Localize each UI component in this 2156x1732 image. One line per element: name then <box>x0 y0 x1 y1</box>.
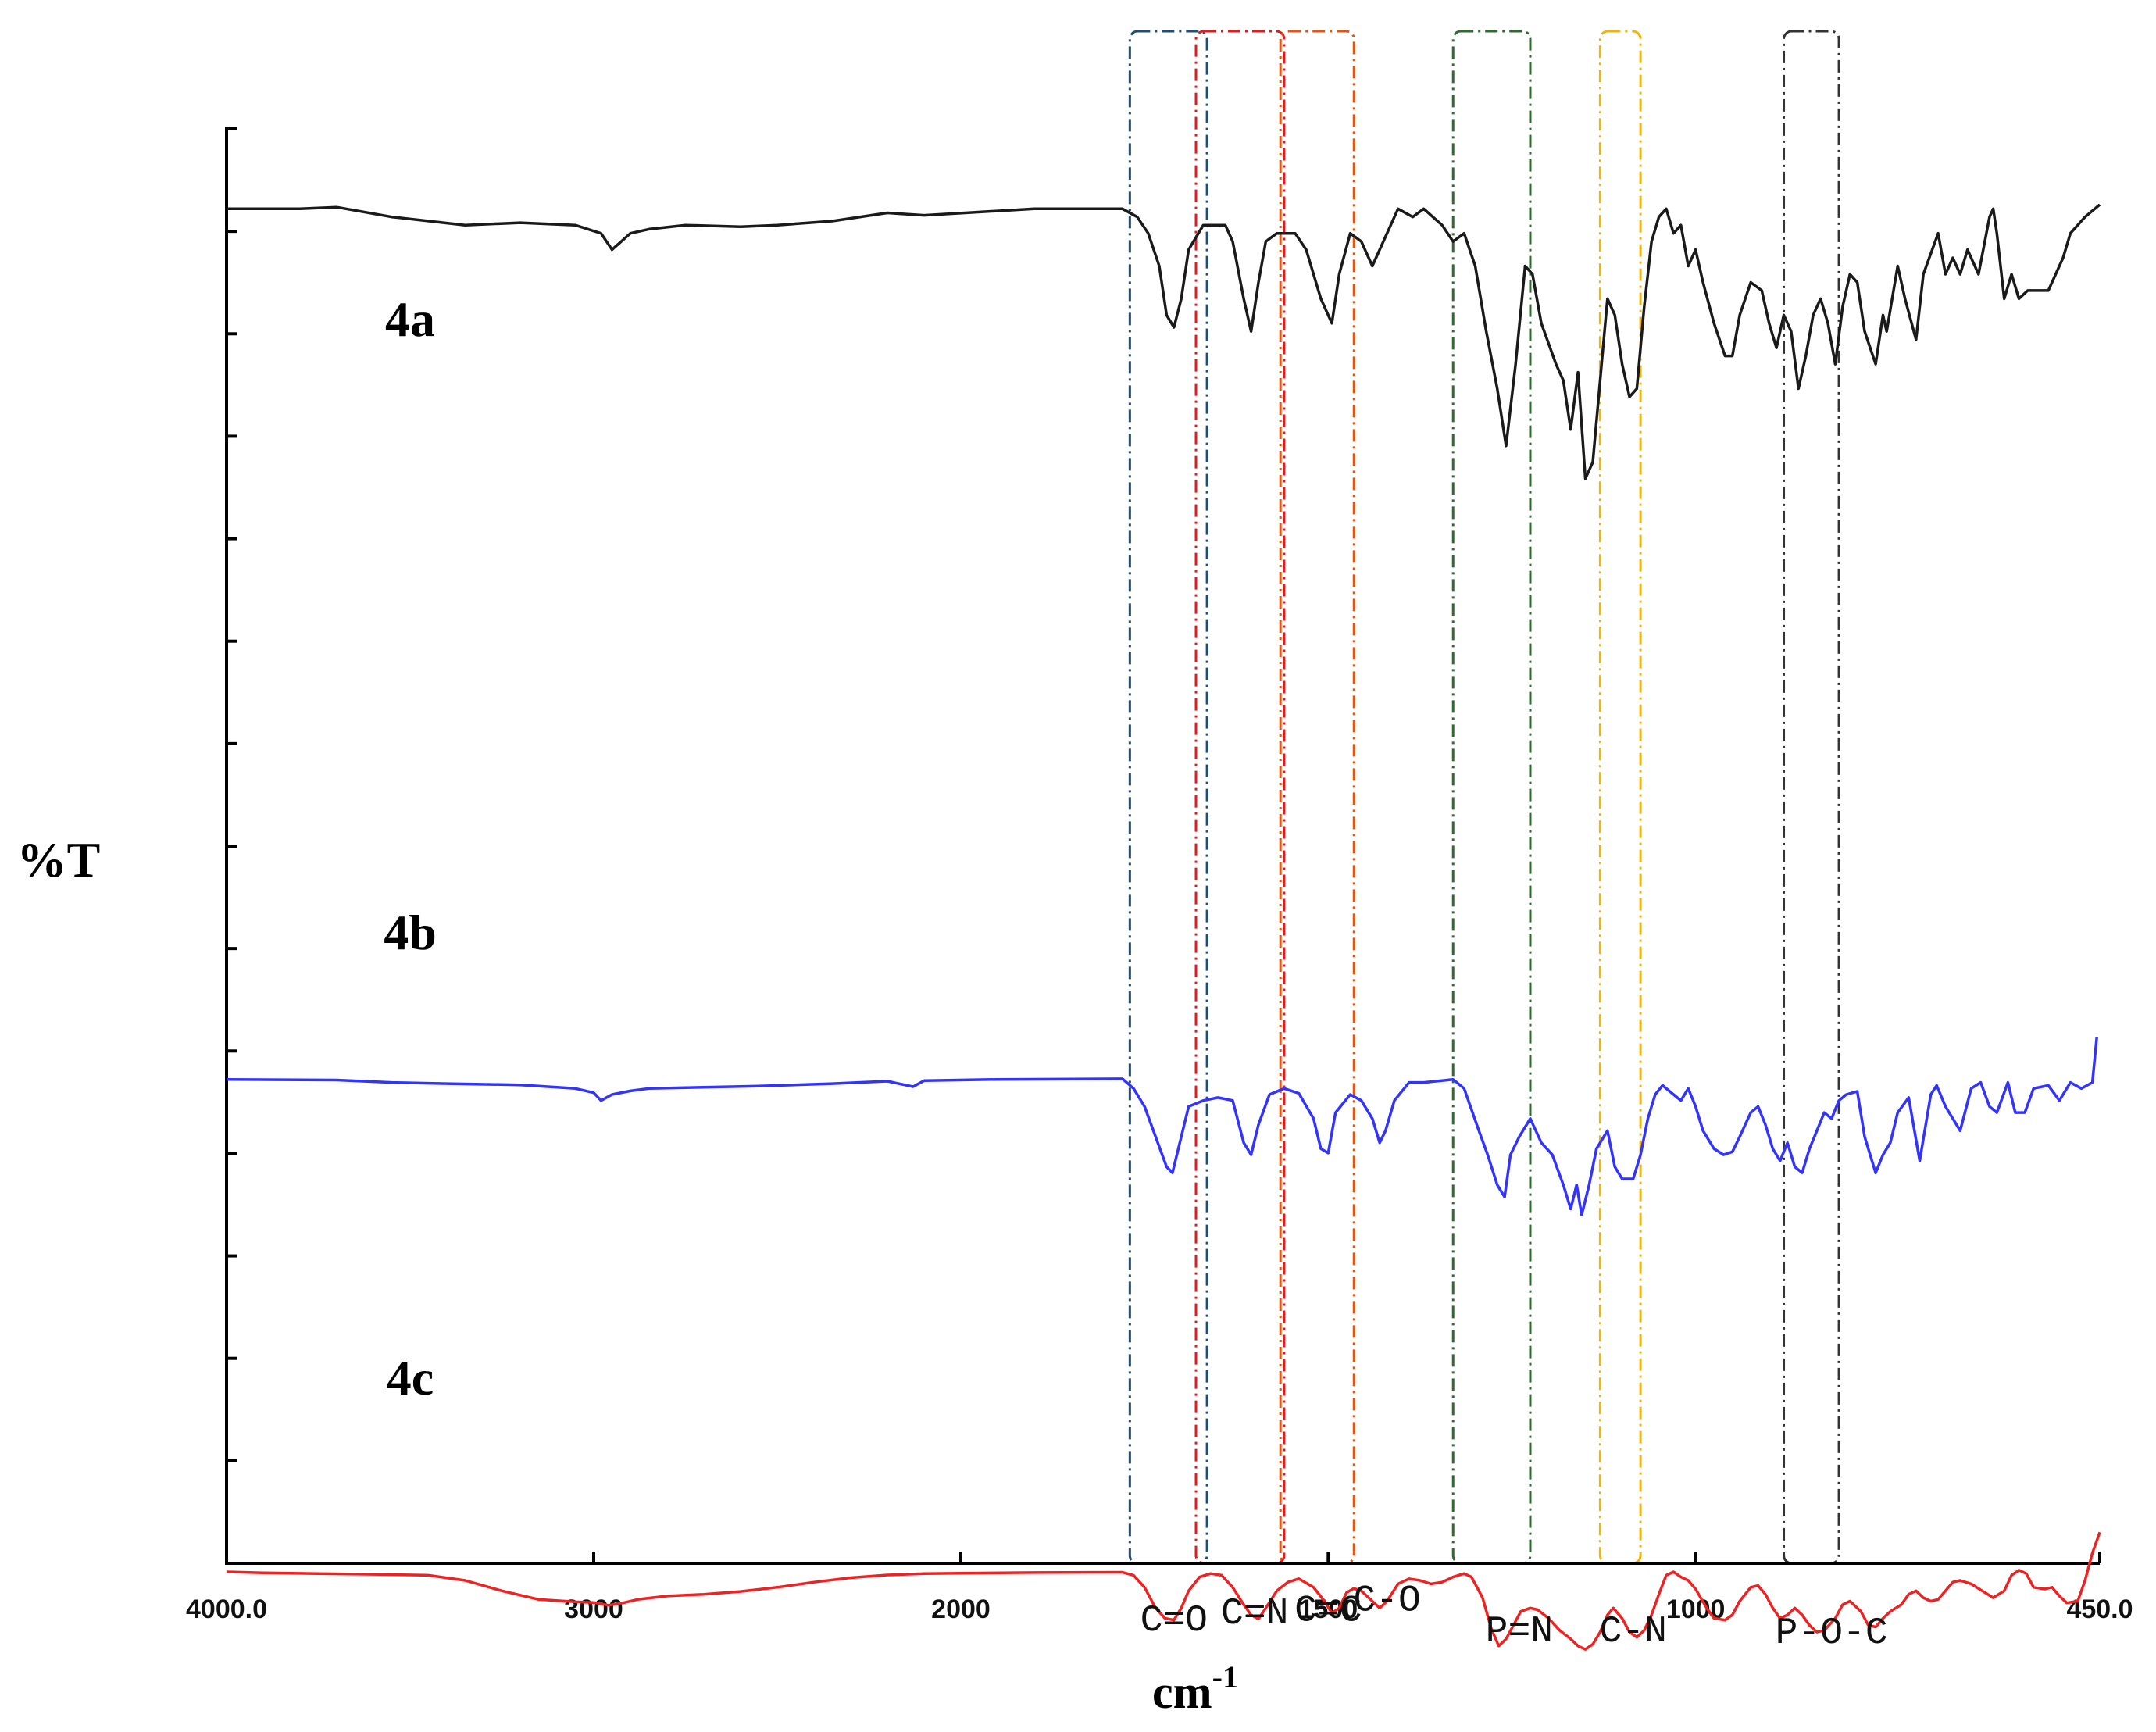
series-4c <box>226 1531 2101 1651</box>
band-label: C=C <box>1294 1591 1362 1633</box>
series-label-4a: 4a <box>385 291 435 347</box>
x-axis-title-base: cm <box>1152 1666 1212 1718</box>
series-label-4b: 4b <box>384 905 437 960</box>
band-label: P-O-C <box>1776 1612 1888 1655</box>
series-label-4c: 4c <box>387 1350 434 1405</box>
x-tick-label: 2000 <box>931 1595 991 1624</box>
band-label: C=N <box>1221 1593 1288 1635</box>
x-axis-title: cm-1 <box>1152 1659 1238 1718</box>
band-box <box>1598 30 1642 1565</box>
labels-layer: 4a 4b 4c C=O C=N C=CC-O P=N C-N P-O-C <box>384 291 1887 1655</box>
band-label: C=O <box>1140 1600 1208 1642</box>
band-label: P=N <box>1486 1611 1553 1653</box>
y-axis-title: %T <box>17 832 101 887</box>
band-label: C-O <box>1353 1580 1420 1622</box>
band-label: C-N <box>1599 1611 1666 1653</box>
band-box <box>1451 30 1532 1565</box>
series-layer <box>226 203 2101 1651</box>
x-tick-label: 3000 <box>564 1595 623 1624</box>
series-4a <box>227 203 2101 480</box>
axes-layer: 4000.0 3000 2000 1500 1000 450.0 <box>186 127 2133 1624</box>
series-4b <box>226 1037 2098 1216</box>
band-box <box>1783 30 1840 1565</box>
band-box <box>1194 30 1286 1565</box>
x-tick-label: 4000.0 <box>186 1595 267 1624</box>
x-axis-title-superscript: -1 <box>1212 1659 1238 1695</box>
x-tick-label: 450.0 <box>2066 1595 2133 1624</box>
